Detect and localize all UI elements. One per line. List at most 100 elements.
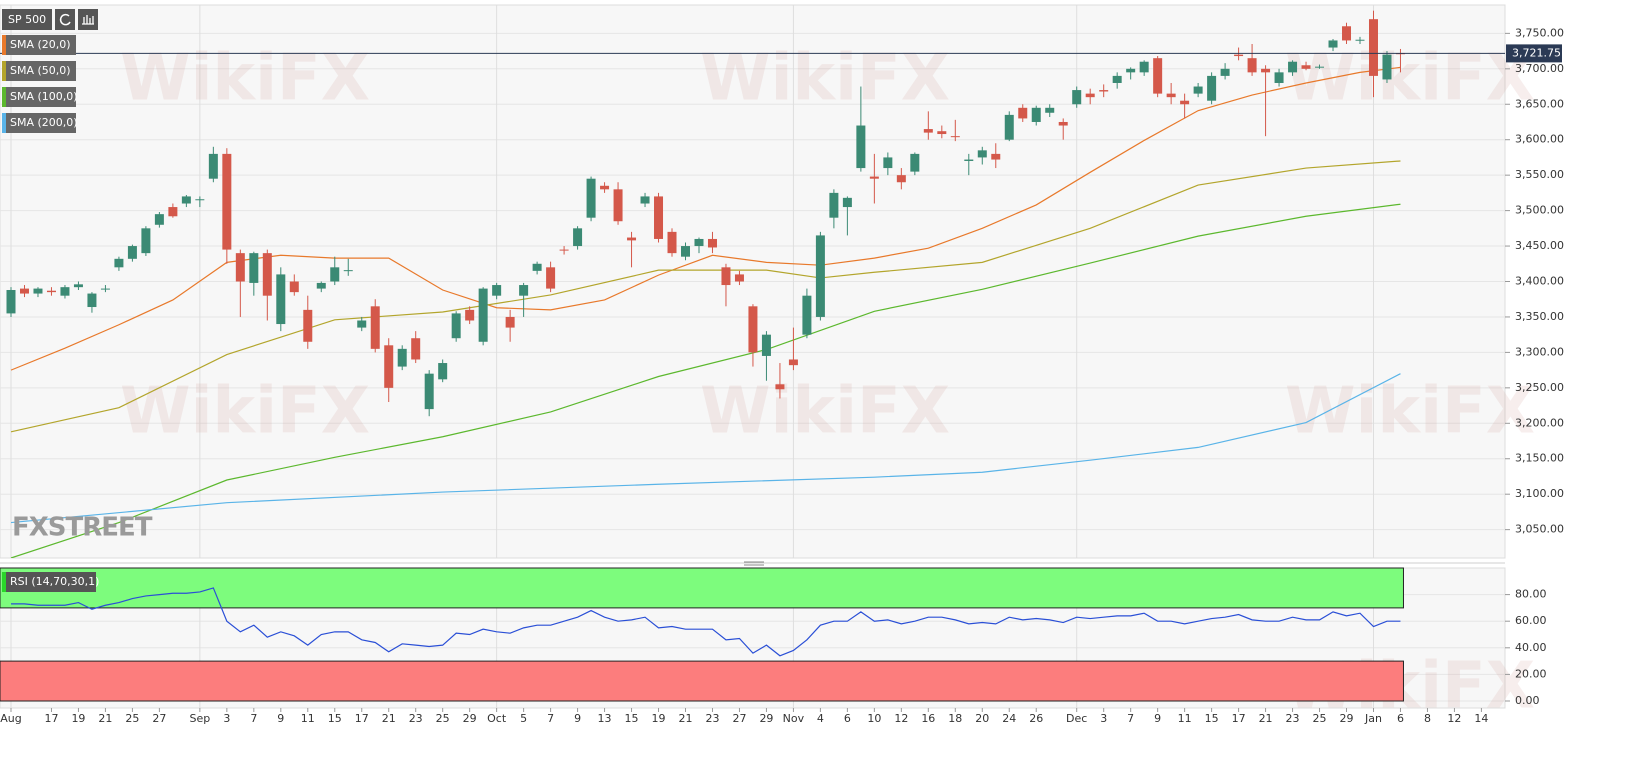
candle-body xyxy=(640,196,650,204)
x-tick-label: 23 xyxy=(1286,712,1300,725)
candle-body xyxy=(100,288,110,290)
candle-body xyxy=(856,125,866,169)
y-tick-label: 3,750.00 xyxy=(1515,26,1564,39)
candle-body xyxy=(397,348,407,367)
candle-body xyxy=(208,153,218,179)
y-tick-label: 3,600.00 xyxy=(1515,133,1564,146)
x-tick-label: Sep xyxy=(189,712,210,725)
resize-grip[interactable] xyxy=(744,561,764,566)
candle-body xyxy=(141,228,151,254)
candle-body xyxy=(1004,114,1014,140)
candle-body xyxy=(748,306,758,353)
x-tick-label: 8 xyxy=(1424,712,1431,725)
symbol-box xyxy=(2,9,52,30)
candle-body xyxy=(950,136,960,138)
candle-body xyxy=(1072,90,1082,105)
x-tick-label: 14 xyxy=(1474,712,1488,725)
candle-body xyxy=(1180,100,1190,105)
x-tick-label: 12 xyxy=(894,712,908,725)
candle-body xyxy=(465,309,475,321)
candle-body xyxy=(802,295,812,335)
x-tick-label: Jan xyxy=(1364,712,1382,725)
x-tick-label: 17 xyxy=(44,712,58,725)
candle-body xyxy=(829,192,839,218)
candle-body xyxy=(761,334,771,356)
x-tick-label: 29 xyxy=(1340,712,1354,725)
candle-body xyxy=(384,345,394,388)
candle-body xyxy=(734,274,744,282)
candle-body xyxy=(235,253,245,282)
y-tick-label: 20.00 xyxy=(1515,667,1547,680)
sma-line xyxy=(10,160,1401,433)
candle-body xyxy=(1126,68,1136,73)
candle-body xyxy=(330,267,340,282)
candle-body xyxy=(721,267,731,286)
x-tick-label: 6 xyxy=(844,712,851,725)
legend: SP 500 SMA (20,0) SMA (50,0) SMA (100,0) SM… xyxy=(2,9,99,592)
x-tick-label: 27 xyxy=(732,712,746,725)
candle-body xyxy=(451,313,461,339)
y-tick-label: 3,700.00 xyxy=(1515,62,1564,75)
rsi-series xyxy=(11,587,1401,657)
x-tick-label: 21 xyxy=(679,712,693,725)
rsi-bands xyxy=(0,567,1404,702)
refresh-button[interactable] xyxy=(55,9,75,30)
candle-body xyxy=(1031,107,1041,122)
candle-body xyxy=(815,235,825,317)
x-tick-label: 9 xyxy=(277,712,284,725)
x-tick-label: 6 xyxy=(1397,712,1404,725)
candle-body xyxy=(1288,61,1298,73)
candle-body xyxy=(1342,26,1352,41)
candle-body xyxy=(627,237,637,241)
x-tick-label: 7 xyxy=(250,712,257,725)
watermark: WikiFX xyxy=(120,42,370,116)
rsi-legend-swatch xyxy=(2,572,6,592)
candle-body xyxy=(1274,72,1284,83)
last-price-box xyxy=(1506,44,1562,63)
watermark: WikiFX xyxy=(700,42,950,116)
legend-swatch xyxy=(2,87,6,107)
candle-body xyxy=(910,153,920,172)
candle-body xyxy=(73,284,83,288)
candle-body xyxy=(222,153,232,250)
x-tick-label: 11 xyxy=(1178,712,1192,725)
x-tick-label: 18 xyxy=(948,712,962,725)
y-tick-label: 3,350.00 xyxy=(1515,310,1564,323)
legend-swatch xyxy=(2,61,6,81)
candle-body xyxy=(19,288,29,294)
x-tick-label: 21 xyxy=(98,712,112,725)
x-tick-label: 26 xyxy=(1029,712,1043,725)
candle-body xyxy=(154,214,164,225)
candle-body xyxy=(1045,107,1055,113)
candle-body xyxy=(276,274,286,325)
candle-body xyxy=(357,320,367,328)
settings-button[interactable] xyxy=(78,9,98,30)
y-tick-label: 0.00 xyxy=(1515,694,1540,707)
candle-body xyxy=(1355,39,1365,41)
y-tick-label: 3,100.00 xyxy=(1515,487,1564,500)
candle-body xyxy=(1166,93,1176,98)
candle-body xyxy=(923,129,933,133)
x-tick-label: 16 xyxy=(921,712,935,725)
candle-body xyxy=(586,178,596,218)
y-tick-label: 40.00 xyxy=(1515,641,1547,654)
bars-icon xyxy=(82,15,94,25)
candle-body xyxy=(343,270,353,272)
x-tick-label: 9 xyxy=(1154,712,1161,725)
candle-body xyxy=(788,359,798,366)
candle-body xyxy=(613,189,623,222)
watermark: WikiFX xyxy=(1285,375,1535,449)
rsi-legend: RSI (14,70,30,1) xyxy=(10,575,99,588)
x-tick-label: 10 xyxy=(867,712,881,725)
x-tick-label: 23 xyxy=(409,712,423,725)
candle-body xyxy=(1234,54,1244,57)
candle-body xyxy=(316,282,326,289)
x-tick-label: 7 xyxy=(1127,712,1134,725)
candle-body xyxy=(87,293,97,308)
candle-body xyxy=(505,316,515,328)
candle-body xyxy=(532,263,542,271)
candle-body xyxy=(869,176,879,179)
legend-label: SMA (20,0) xyxy=(10,38,71,51)
x-tick-label: 4 xyxy=(817,712,824,725)
candle-body xyxy=(896,175,906,183)
